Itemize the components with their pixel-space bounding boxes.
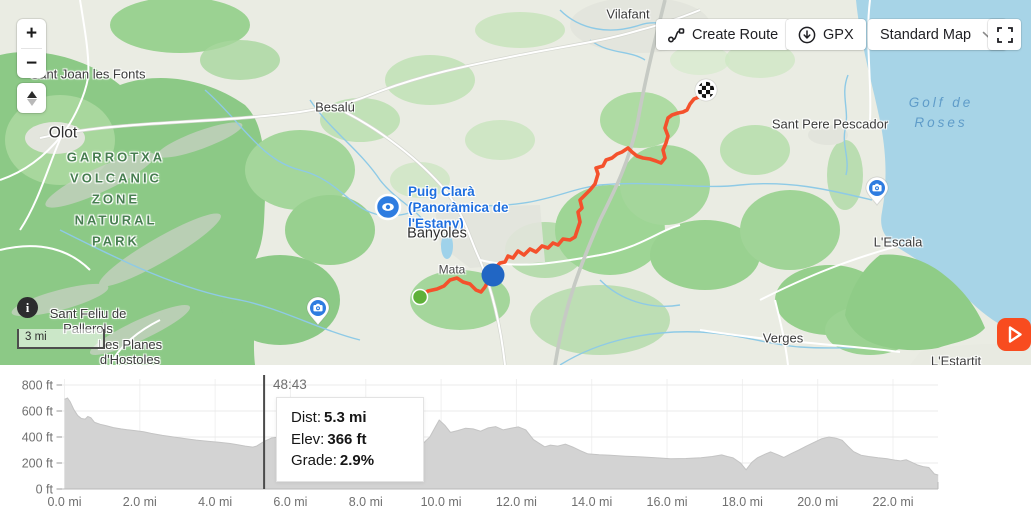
svg-text:0 ft: 0 ft [36, 483, 54, 497]
svg-text:22.0 mi: 22.0 mi [873, 495, 914, 509]
cursor-time-label: 48:43 [273, 377, 307, 392]
zoom-control: + − [17, 19, 46, 78]
gpx-label: GPX [823, 26, 854, 43]
map-info-button[interactable]: i [17, 297, 38, 318]
svg-text:10.0 mi: 10.0 mi [421, 495, 462, 509]
route-finish-marker[interactable] [694, 78, 718, 102]
fullscreen-icon [996, 26, 1013, 43]
create-route-label: Create Route [692, 26, 779, 43]
svg-text:18.0 mi: 18.0 mi [722, 495, 763, 509]
tooltip-grade-row: Grade: 2.9% [291, 452, 375, 469]
tooltip-dist-row: Dist: 5.3 mi [291, 409, 367, 426]
map-style-select[interactable]: Standard Map [868, 19, 1008, 50]
svg-text:20.0 mi: 20.0 mi [797, 495, 838, 509]
svg-text:12.0 mi: 12.0 mi [496, 495, 537, 509]
svg-text:0.0 mi: 0.0 mi [47, 495, 81, 509]
svg-text:400 ft: 400 ft [22, 431, 54, 445]
download-icon [798, 26, 816, 43]
svg-text:2.0 mi: 2.0 mi [123, 495, 157, 509]
elevation-panel: 800 ft 600 ft 400 ft 200 ft 0 ft 0.0 mi 2.0 mi… [0, 365, 1031, 531]
svg-text:800 ft: 800 ft [22, 379, 54, 393]
elevation-tooltip: Dist: 5.3 mi Elev: 366 ft Grade: 2.9% [276, 397, 424, 482]
photo-marker-west[interactable] [306, 296, 330, 326]
svg-text:4.0 mi: 4.0 mi [198, 495, 232, 509]
route-start-marker[interactable] [411, 288, 429, 306]
map-scale-bar: 3 mi [17, 329, 105, 349]
pitch-toggle-button[interactable] [17, 83, 46, 113]
svg-text:6.0 mi: 6.0 mi [273, 495, 307, 509]
svg-text:16.0 mi: 16.0 mi [647, 495, 688, 509]
triangle-down-icon [26, 98, 37, 106]
info-icon: i [25, 299, 30, 315]
map-canvas [0, 0, 1031, 365]
svg-text:8.0 mi: 8.0 mi [349, 495, 383, 509]
svg-text:14.0 mi: 14.0 mi [571, 495, 612, 509]
elevation-chart[interactable]: 800 ft 600 ft 400 ft 200 ft 0 ft0.0 mi 2.0 mi… [0, 367, 1031, 531]
zoom-in-button[interactable]: + [25, 22, 38, 44]
route-position-marker[interactable] [481, 263, 505, 287]
gpx-export-button[interactable]: GPX [786, 19, 866, 50]
svg-text:200 ft: 200 ft [22, 457, 54, 471]
triangle-up-icon [26, 90, 37, 98]
fullscreen-button[interactable] [988, 19, 1021, 50]
scale-label: 3 mi [25, 331, 47, 343]
route-squiggle-icon [668, 27, 685, 42]
svg-text:600 ft: 600 ft [22, 405, 54, 419]
viewpoint-marker[interactable] [374, 193, 402, 221]
play-icon [1008, 326, 1022, 343]
divider [21, 48, 42, 49]
playback-button[interactable] [997, 318, 1031, 351]
zoom-out-button[interactable]: − [25, 52, 38, 74]
tooltip-elev-row: Elev: 366 ft [291, 430, 367, 448]
sea-area [856, 0, 1031, 338]
photo-marker-coast[interactable] [865, 176, 889, 206]
create-route-button[interactable]: Create Route [656, 19, 791, 50]
map-style-value: Standard Map [880, 26, 972, 43]
map[interactable]: Vilafant Sant Joan les Fonts Besalú Olot GAR… [0, 0, 1031, 365]
